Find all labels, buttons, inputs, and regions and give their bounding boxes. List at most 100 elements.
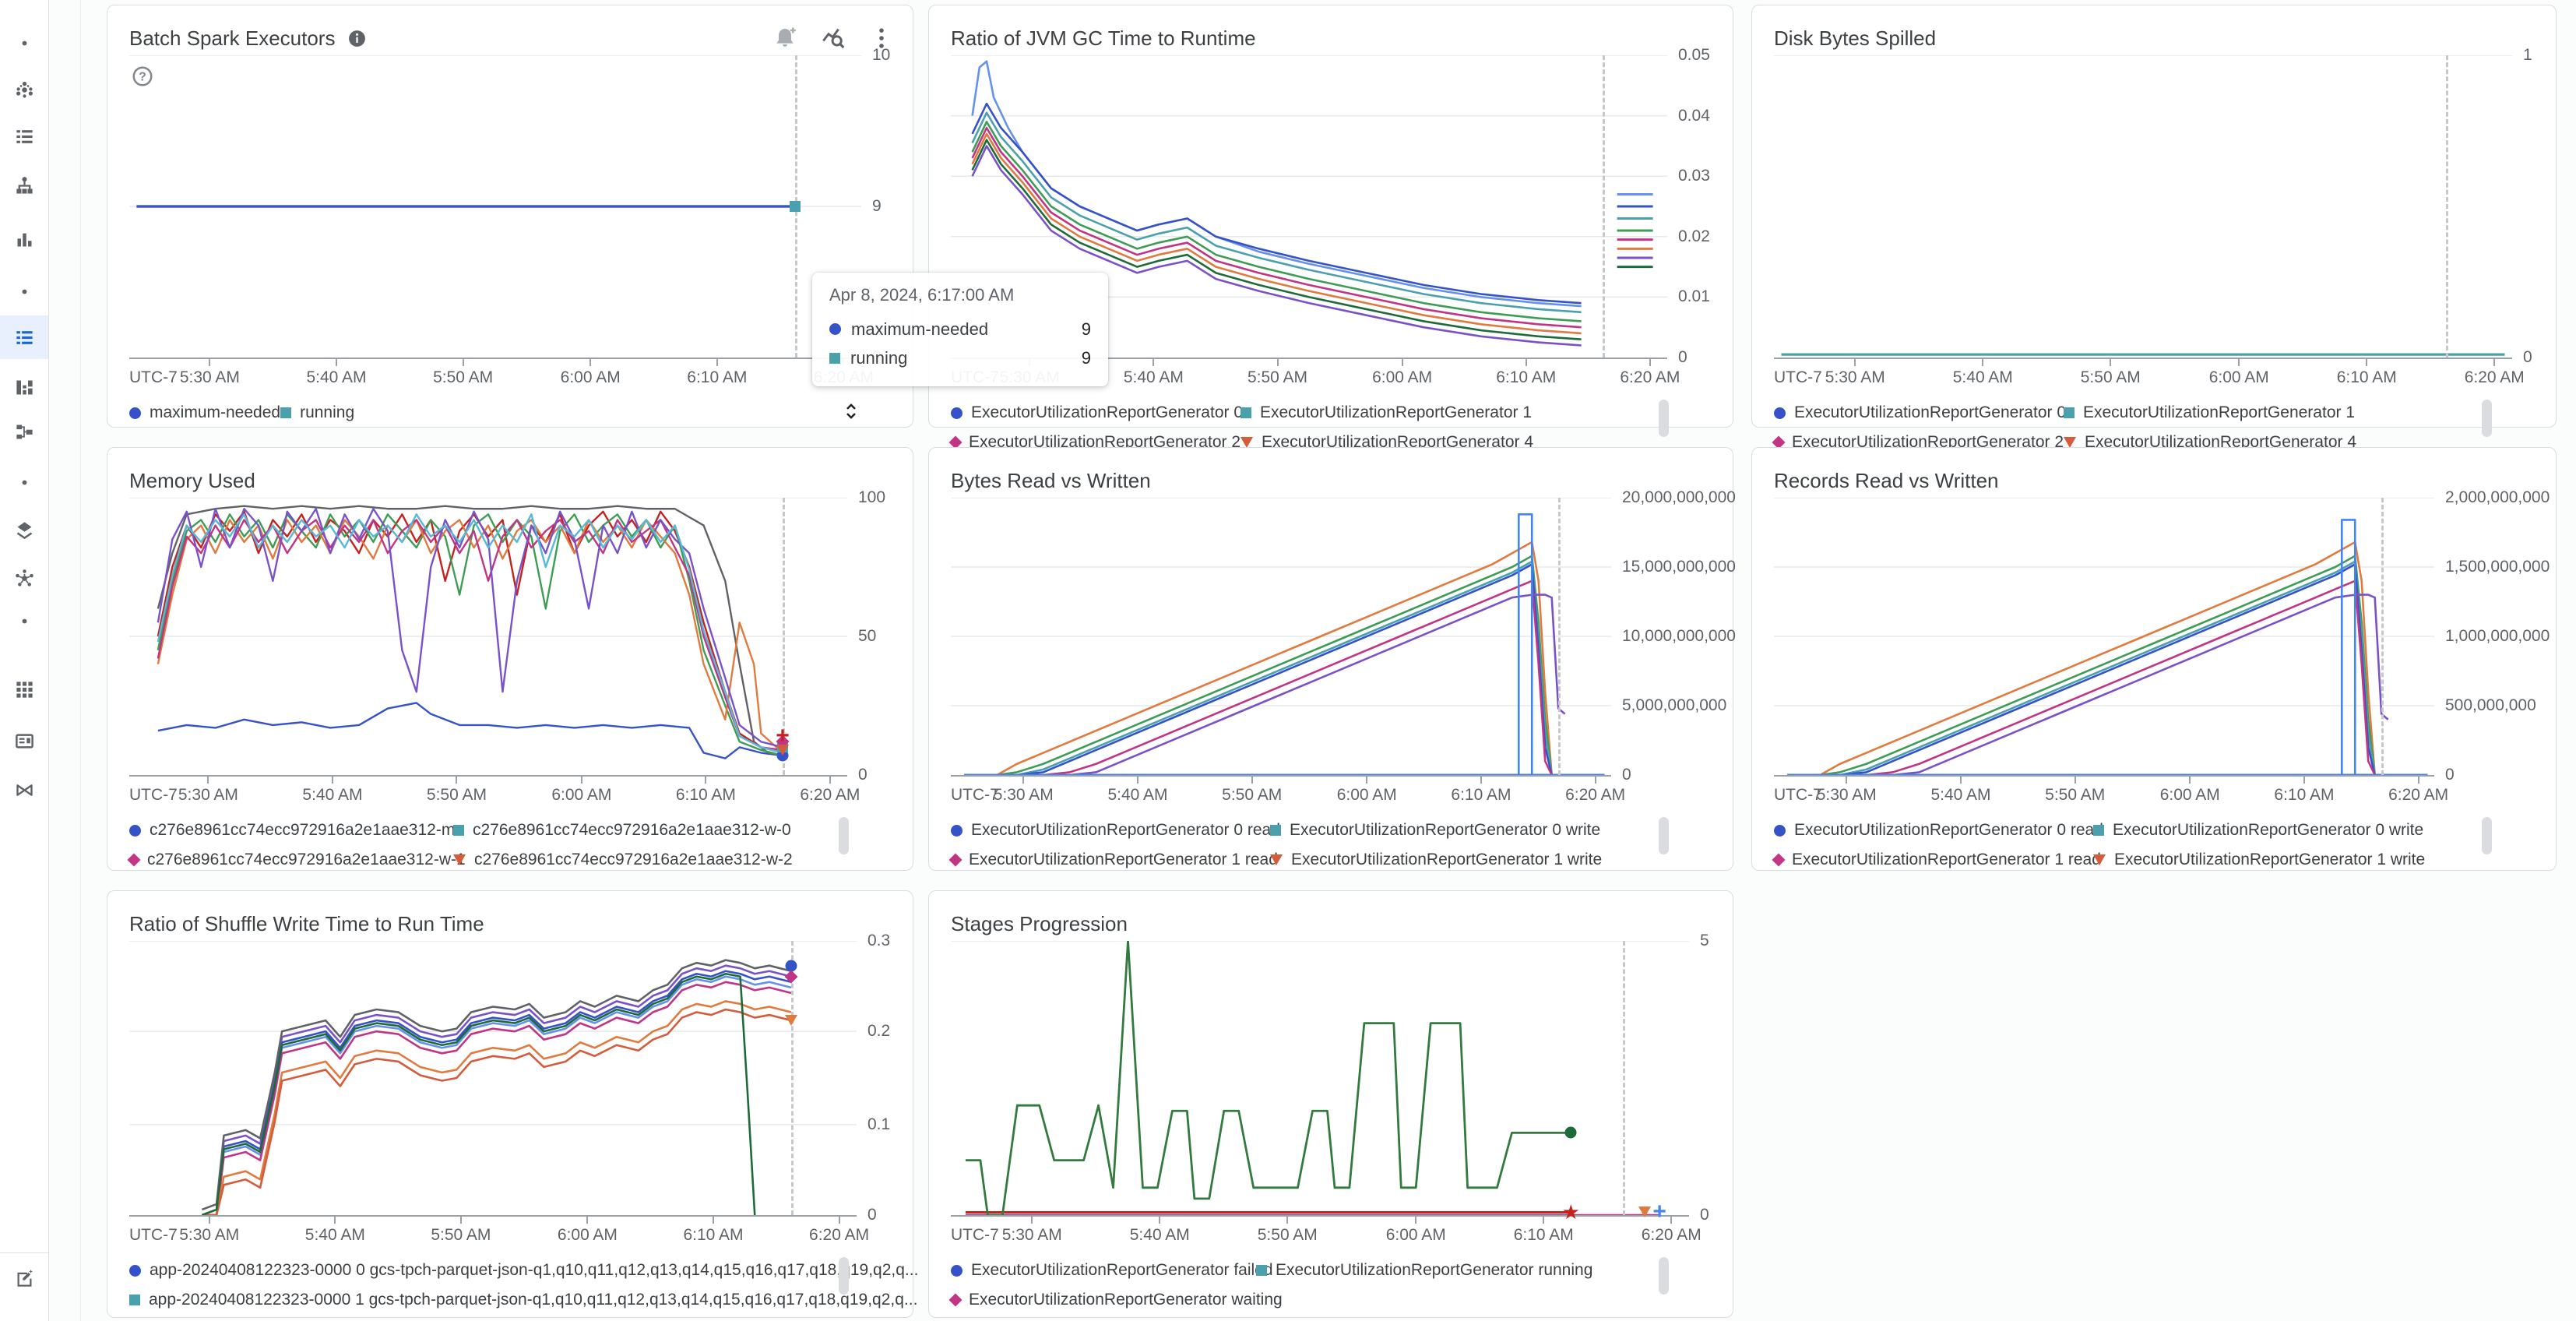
x-axis-label: 6:00 AM — [557, 1226, 618, 1244]
panel-header: Records Read vs Written — [1752, 448, 2556, 498]
legend-item[interactable]: ExecutorUtilizationReportGenerator 0 wri… — [1270, 821, 1600, 840]
legend-scrollbar-thumb[interactable] — [839, 817, 849, 854]
sidebar-item-pipeline[interactable] — [0, 410, 48, 453]
panel-bytes-read-vs-written: Bytes Read vs Written 20,000,000,000 15,0… — [928, 447, 1736, 871]
legend-marker-circle — [951, 824, 962, 837]
legend-item[interactable]: c276e8961cc74ecc972916a2e1aae312-w-1 — [127, 851, 466, 869]
legend-label: maximum-needed — [150, 403, 281, 421]
tooltip-series-label: maximum-needed — [851, 319, 989, 339]
legend-marker-triangle — [1270, 854, 1283, 865]
marker-star: ★ — [1561, 1200, 1580, 1224]
x-axis-label: 6:10 AM — [1496, 368, 1557, 386]
legend-item[interactable]: ExecutorUtilizationReportGenerator 1 — [1240, 403, 1532, 422]
legend-item[interactable]: ExecutorUtilizationReportGenerator 1 wri… — [1270, 851, 1602, 869]
sidebar-item-hierarchy[interactable] — [0, 164, 48, 207]
panel-shuffle-write-ratio: Ratio of Shuffle Write Time to Run Time … — [107, 890, 918, 1318]
panel-header: Batch Spark Executors — [107, 5, 913, 55]
sidebar-item-apps-grid[interactable] — [0, 668, 48, 711]
alert-bell-button[interactable] — [772, 26, 797, 51]
legend-pager-button[interactable] — [839, 400, 863, 425]
legend-item[interactable]: ExecutorUtilizationReportGenerator 1 rea… — [1772, 851, 2101, 869]
y-axis-label: 0.02 — [1678, 227, 1710, 245]
legend-marker-triangle — [1240, 437, 1253, 448]
panel-title: Batch Spark Executors — [129, 26, 336, 50]
y-axis-label: 500,000,000 — [2445, 696, 2536, 714]
legend-scrollbar-thumb[interactable] — [839, 1257, 849, 1295]
tooltip-series-value: 9 — [1081, 319, 1091, 339]
legend-scrollbar-thumb[interactable] — [1659, 1257, 1669, 1295]
legend-marker-square — [1240, 407, 1251, 418]
more-options-button[interactable] — [869, 26, 894, 51]
legend-row: ExecutorUtilizationReportGenerator faile… — [951, 1256, 1714, 1285]
legend-item[interactable]: ExecutorUtilizationReportGenerator 4 — [2064, 433, 2356, 452]
chart-canvas — [951, 498, 1611, 775]
legend-item[interactable]: c276e8961cc74ecc972916a2e1aae312-w-0 — [453, 821, 791, 840]
y-axis-label: 0 — [1678, 348, 1687, 366]
legend-row: ExecutorUtilizationReportGenerator 1 rea… — [948, 845, 1714, 875]
sidebar-item-dataflow[interactable] — [0, 768, 48, 812]
x-axis-label: 5:40 AM — [302, 786, 363, 804]
legend-item[interactable]: ExecutorUtilizationReportGenerator 2 — [948, 433, 1240, 452]
legend-item[interactable]: ExecutorUtilizationReportGenerator 0 rea… — [1774, 821, 2103, 840]
x-axis-label: 5:40 AM — [1129, 1226, 1190, 1244]
data-point-marker — [790, 201, 801, 212]
chart-canvas — [129, 498, 847, 775]
dot-icon — [14, 281, 35, 302]
sidebar-item-list-summary[interactable] — [0, 114, 48, 158]
tooltip-row-running: running 9 — [829, 343, 1091, 372]
x-axis-label: 5:30 AM — [178, 786, 238, 804]
sidebar-item-hub[interactable] — [0, 556, 48, 600]
sidebar-item-clusters[interactable] — [0, 68, 48, 111]
legend-item[interactable]: running — [280, 403, 354, 422]
x-axis-label: 6:00 AM — [1336, 786, 1397, 804]
sidebar-item-dot-3[interactable] — [0, 460, 48, 504]
sidebar-item-dot-1[interactable] — [0, 21, 48, 65]
legend-item[interactable]: maximum-needed — [129, 403, 280, 422]
sidebar-item-dashboard-blocks[interactable] — [0, 365, 48, 409]
legend-scrollbar-thumb[interactable] — [2482, 400, 2492, 437]
legend-item[interactable]: ExecutorUtilizationReportGenerator waiti… — [948, 1291, 1283, 1309]
legend-item[interactable]: ExecutorUtilizationReportGenerator 1 rea… — [948, 851, 1278, 869]
legend-scrollbar-thumb[interactable] — [1659, 400, 1669, 437]
x-axis-label: 5:30 AM — [1001, 1226, 1062, 1244]
legend-item[interactable]: ExecutorUtilizationReportGenerator 1 — [2064, 403, 2355, 422]
sidebar-item-bar-chart[interactable] — [0, 217, 48, 261]
legend-item[interactable]: ExecutorUtilizationReportGenerator 2 — [1772, 433, 2064, 452]
bowtie-icon — [14, 780, 35, 801]
legend-item[interactable]: app-20240408122323-0000 1 gcs-tpch-parqu… — [129, 1291, 917, 1309]
timezone-label: UTC-7 — [1774, 368, 1822, 386]
legend-item[interactable]: ExecutorUtilizationReportGenerator 0 rea… — [951, 821, 1280, 840]
legend-marker-triangle — [2093, 854, 2106, 865]
legend-item[interactable]: c276e8961cc74ecc972916a2e1aae312-w-2 — [453, 851, 793, 869]
legend-item[interactable]: ExecutorUtilizationReportGenerator 0 wri… — [2093, 821, 2423, 840]
legend-item[interactable]: ExecutorUtilizationReportGenerator runni… — [1256, 1261, 1592, 1280]
tooltip-series-value: 9 — [1081, 347, 1091, 368]
sidebar-item-monitoring-list[interactable] — [0, 315, 48, 359]
legend-item[interactable]: ExecutorUtilizationReportGenerator 1 wri… — [2093, 851, 2425, 869]
sidebar-item-layers[interactable] — [0, 508, 48, 551]
data-point-marker — [1564, 1126, 1577, 1139]
legend-marker-diamond — [784, 970, 798, 984]
legend-item[interactable]: c276e8961cc74ecc972916a2e1aae312-m — [129, 821, 455, 840]
legend-item[interactable]: ExecutorUtilizationReportGenerator faile… — [951, 1261, 1273, 1280]
sidebar-item-dot-4[interactable] — [0, 599, 48, 643]
legend-item[interactable]: ExecutorUtilizationReportGenerator 0 — [1774, 403, 2066, 422]
legend-item[interactable]: ExecutorUtilizationReportGenerator 0 — [951, 403, 1243, 422]
explore-chart-button[interactable] — [821, 26, 846, 51]
x-axis-label: 6:00 AM — [1385, 1226, 1446, 1244]
y-axis-label: 0.05 — [1678, 46, 1710, 64]
legend-label: ExecutorUtilizationReportGenerator 0 rea… — [971, 821, 1280, 839]
legend-scrollbar-thumb[interactable] — [1659, 817, 1669, 854]
legend-scrollbar-thumb[interactable] — [2482, 817, 2492, 854]
panel-stages-progression: Stages Progression 5 0 ★ + UTC-7 5:30 AM 5:… — [928, 890, 1733, 1318]
legend-label: app-20240408122323-0000 1 gcs-tpch-parqu… — [149, 1291, 918, 1309]
legend-item[interactable]: app-20240408122323-0000 0 gcs-tpch-parqu… — [129, 1261, 918, 1280]
y-axis-label: 0 — [2523, 348, 2532, 366]
sidebar-item-dot-2[interactable] — [0, 269, 48, 313]
sidebar-item-compose-note[interactable] — [0, 1256, 48, 1299]
x-axis-label: 6:10 AM — [1513, 1226, 1574, 1244]
legend-item[interactable]: ExecutorUtilizationReportGenerator 4 — [1240, 433, 1533, 452]
sidebar-item-card-view[interactable] — [0, 719, 48, 763]
info-icon — [347, 29, 367, 48]
